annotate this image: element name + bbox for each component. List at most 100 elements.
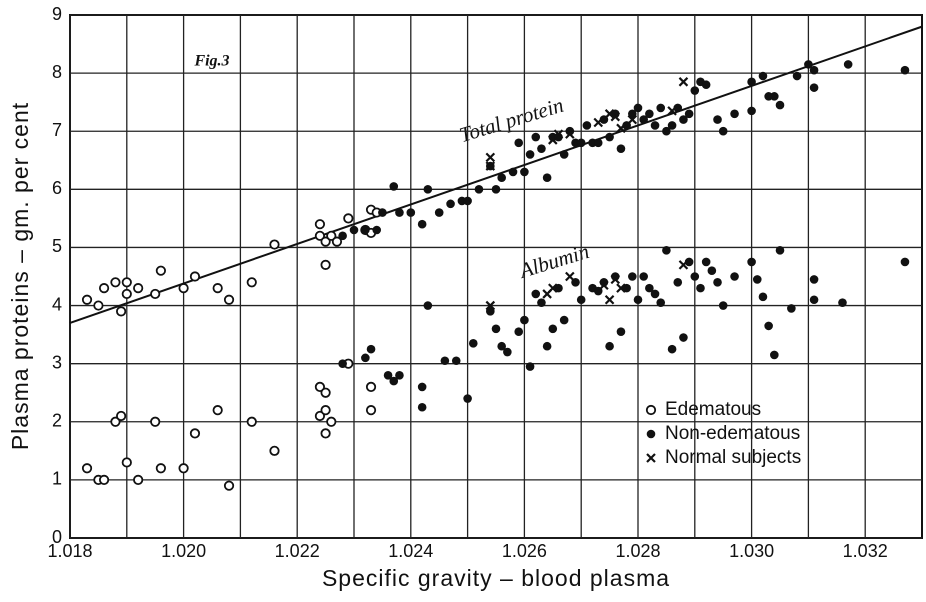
marker-filled [559, 315, 569, 325]
marker-filled [730, 109, 739, 119]
marker-filled [809, 275, 819, 284]
marker-open [326, 230, 337, 241]
marker-filled [474, 185, 484, 194]
marker-x [593, 117, 604, 128]
marker-open [269, 445, 280, 456]
marker-filled [520, 167, 529, 177]
marker-filled [713, 278, 722, 287]
marker-open [326, 416, 337, 427]
marker-filled [395, 370, 404, 380]
marker-filled [576, 295, 586, 305]
y-tick-label: 7 [52, 120, 62, 140]
marker-x [553, 129, 564, 139]
marker-filled [628, 272, 637, 281]
marker-filled [451, 356, 461, 366]
marker-open [121, 288, 132, 300]
marker-filled [389, 182, 399, 191]
marker-filled [718, 301, 728, 310]
marker-filled [679, 333, 688, 342]
marker-open [189, 428, 201, 439]
marker-filled [684, 257, 694, 267]
marker-open [98, 283, 110, 294]
trend-line [69, 25, 923, 324]
marker-x [610, 274, 621, 285]
marker-filled [730, 272, 739, 281]
marker-filled [338, 359, 347, 368]
marker-filled [440, 356, 450, 366]
marker-open [320, 236, 331, 247]
marker-open [155, 265, 166, 276]
marker-open [320, 387, 331, 398]
legend-marker [645, 404, 657, 416]
marker-open [212, 283, 223, 294]
marker-filled [395, 208, 404, 217]
marker-open [314, 219, 326, 230]
marker-filled [525, 362, 535, 371]
marker-open [133, 283, 144, 294]
marker-filled [616, 144, 626, 153]
marker-filled [605, 341, 614, 351]
marker-filled [508, 167, 518, 177]
marker-filled [747, 257, 756, 267]
marker-open [178, 283, 189, 294]
marker-filled [366, 344, 376, 354]
marker-filled [417, 219, 427, 229]
marker-filled [446, 199, 455, 209]
marker-filled [548, 324, 558, 334]
marker-filled [645, 283, 654, 293]
marker-open [150, 288, 161, 300]
marker-filled [378, 208, 387, 217]
marker-open [365, 405, 377, 416]
marker-open [178, 463, 189, 474]
marker-filled [514, 327, 524, 337]
x-tick-label: 1.022 [275, 541, 320, 561]
legend-label: Normal subjects [665, 447, 801, 468]
legend-marker [646, 429, 656, 439]
marker-filled [900, 257, 910, 267]
marker-filled [576, 138, 586, 148]
marker-filled [417, 382, 427, 392]
marker-x [667, 106, 677, 116]
marker-x [565, 271, 575, 282]
marker-open [116, 306, 127, 317]
marker-filled [718, 126, 728, 136]
y-tick-label: 1 [52, 469, 62, 489]
marker-x [678, 77, 689, 87]
marker-filled [900, 65, 910, 75]
legend-marker [646, 453, 656, 463]
marker-filled [639, 115, 648, 124]
y-tick-label: 2 [52, 411, 62, 431]
x-tick-label: 1.020 [161, 541, 206, 561]
marker-open [98, 474, 110, 485]
marker-filled [667, 344, 677, 354]
marker-filled [747, 77, 756, 87]
marker-x [599, 280, 609, 290]
marker-filled [491, 185, 501, 194]
marker-open [246, 416, 257, 427]
x-tick-label: 1.026 [502, 541, 547, 561]
marker-filled [537, 298, 546, 307]
x-axis-label: Specific gravity – blood plasma [322, 565, 670, 591]
marker-open [223, 294, 235, 305]
marker-filled [707, 266, 717, 275]
legend-label: Non-edematous [665, 423, 800, 444]
marker-filled [662, 126, 671, 136]
marker-filled [758, 71, 768, 81]
marker-filled [361, 225, 370, 235]
marker-filled [775, 246, 785, 255]
marker-x [678, 260, 689, 270]
marker-filled [838, 298, 847, 307]
marker-x [548, 283, 558, 293]
marker-filled [406, 208, 416, 217]
marker-filled [701, 257, 711, 267]
y-tick-label: 5 [52, 236, 62, 256]
marker-open [81, 294, 93, 305]
marker-open [246, 277, 257, 288]
marker-filled [673, 278, 683, 287]
marker-open [314, 230, 326, 241]
marker-filled [537, 144, 546, 153]
x-tick-label: 1.030 [729, 541, 774, 561]
marker-x [616, 283, 626, 293]
marker-open [121, 457, 132, 468]
